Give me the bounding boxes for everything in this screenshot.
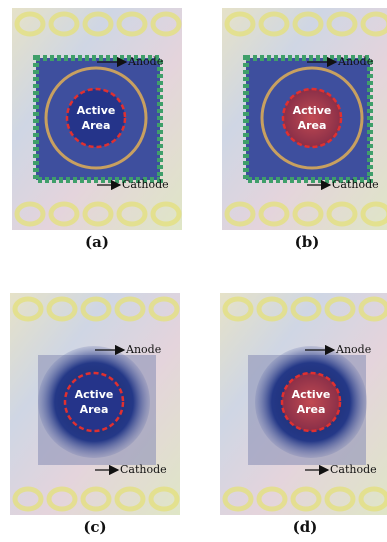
micrograph-panel: Active Area Anode Cathode bbox=[220, 293, 387, 515]
active-label: Area bbox=[297, 403, 326, 416]
active-label: Area bbox=[298, 119, 327, 132]
anode-label: Anode bbox=[335, 343, 371, 356]
active-area bbox=[283, 89, 341, 147]
anode-label: Anode bbox=[125, 343, 161, 356]
panel-caption: (b) bbox=[295, 233, 320, 251]
active-label: Active bbox=[77, 104, 116, 117]
micrograph-panel: Active Area Anode Cathode bbox=[12, 8, 182, 230]
micrograph-panel: Active Area Anode Cathode bbox=[10, 293, 180, 515]
active-area bbox=[282, 373, 340, 431]
figure: Active Area Anode Cathode (a) Active Area Anode… bbox=[0, 0, 387, 542]
cathode-label: Cathode bbox=[330, 463, 377, 476]
active-area bbox=[67, 89, 125, 147]
anode-label: Anode bbox=[127, 55, 163, 68]
cathode-label: Cathode bbox=[120, 463, 167, 476]
active-label: Active bbox=[293, 104, 332, 117]
anode-label: Anode bbox=[337, 55, 373, 68]
cathode-label: Cathode bbox=[122, 178, 169, 191]
panel-caption: (a) bbox=[85, 233, 109, 251]
cathode-label: Cathode bbox=[332, 178, 379, 191]
active-label: Active bbox=[292, 388, 331, 401]
panel-caption: (c) bbox=[83, 518, 106, 536]
panel-caption: (d) bbox=[293, 518, 318, 536]
active-label: Area bbox=[80, 403, 109, 416]
active-label: Active bbox=[75, 388, 114, 401]
active-label: Area bbox=[82, 119, 111, 132]
active-area bbox=[65, 373, 123, 431]
micrograph-panel: Active Area Anode Cathode bbox=[222, 8, 387, 230]
